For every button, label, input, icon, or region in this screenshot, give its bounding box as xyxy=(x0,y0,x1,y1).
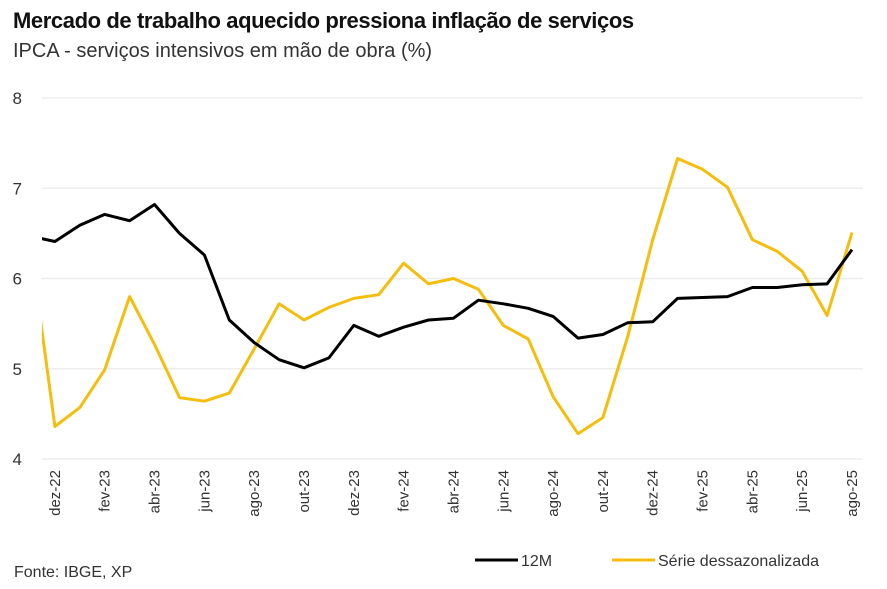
x-axis-ticks: dez-22 fev-23 abr-23 jun-23 ago-23 out-23 dez-… xyxy=(47,470,861,517)
y-tick-label: 6 xyxy=(13,270,22,289)
gridlines xyxy=(42,97,863,460)
x-tick-label: abr-24 xyxy=(445,470,462,513)
x-tick-label: dez-23 xyxy=(346,470,363,516)
x-tick-label: fev-25 xyxy=(695,470,712,512)
x-tick-label: abr-23 xyxy=(147,470,164,513)
y-tick-label: 7 xyxy=(13,179,22,198)
chart-title: Mercado de trabalho aquecido pressiona i… xyxy=(13,8,634,33)
x-tick-label: jun-24 xyxy=(495,470,512,513)
x-tick-label: jun-25 xyxy=(794,470,811,513)
x-tick-label: abr-25 xyxy=(744,470,761,513)
legend-label-12m: 12M xyxy=(521,553,552,570)
x-tick-label: out-23 xyxy=(296,470,313,513)
y-tick-label: 8 xyxy=(13,89,22,108)
x-tick-label: fev-24 xyxy=(396,470,413,512)
legend: 12M Série dessazonalizada xyxy=(475,553,819,570)
legend-label-sa: Série dessazonalizada xyxy=(658,553,819,570)
x-tick-label: ago-23 xyxy=(246,470,263,517)
series-lines xyxy=(42,157,854,436)
series-line-12m xyxy=(42,203,854,370)
x-tick-label: dez-22 xyxy=(47,470,64,516)
source-note: Fonte: IBGE, XP xyxy=(14,564,133,581)
y-tick-label: 5 xyxy=(13,360,22,379)
series-line-dessazonalizada xyxy=(42,157,854,436)
x-tick-label: dez-24 xyxy=(645,470,662,516)
x-tick-label: fev-23 xyxy=(97,470,114,512)
x-tick-label: ago-24 xyxy=(545,470,562,517)
y-tick-label: 4 xyxy=(13,450,22,469)
y-axis-ticks: 4 5 6 7 8 xyxy=(13,89,22,469)
x-tick-label: out-24 xyxy=(595,470,612,513)
x-tick-label: jun-23 xyxy=(196,470,213,513)
chart-subtitle: IPCA - serviços intensivos em mão de obr… xyxy=(13,40,433,62)
x-tick-label: ago-25 xyxy=(844,470,861,517)
